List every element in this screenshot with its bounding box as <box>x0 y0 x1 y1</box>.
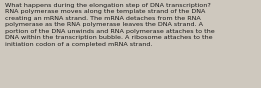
Text: What happens during the elongation step of DNA transcription?
RNA polymerase mov: What happens during the elongation step … <box>5 3 215 47</box>
